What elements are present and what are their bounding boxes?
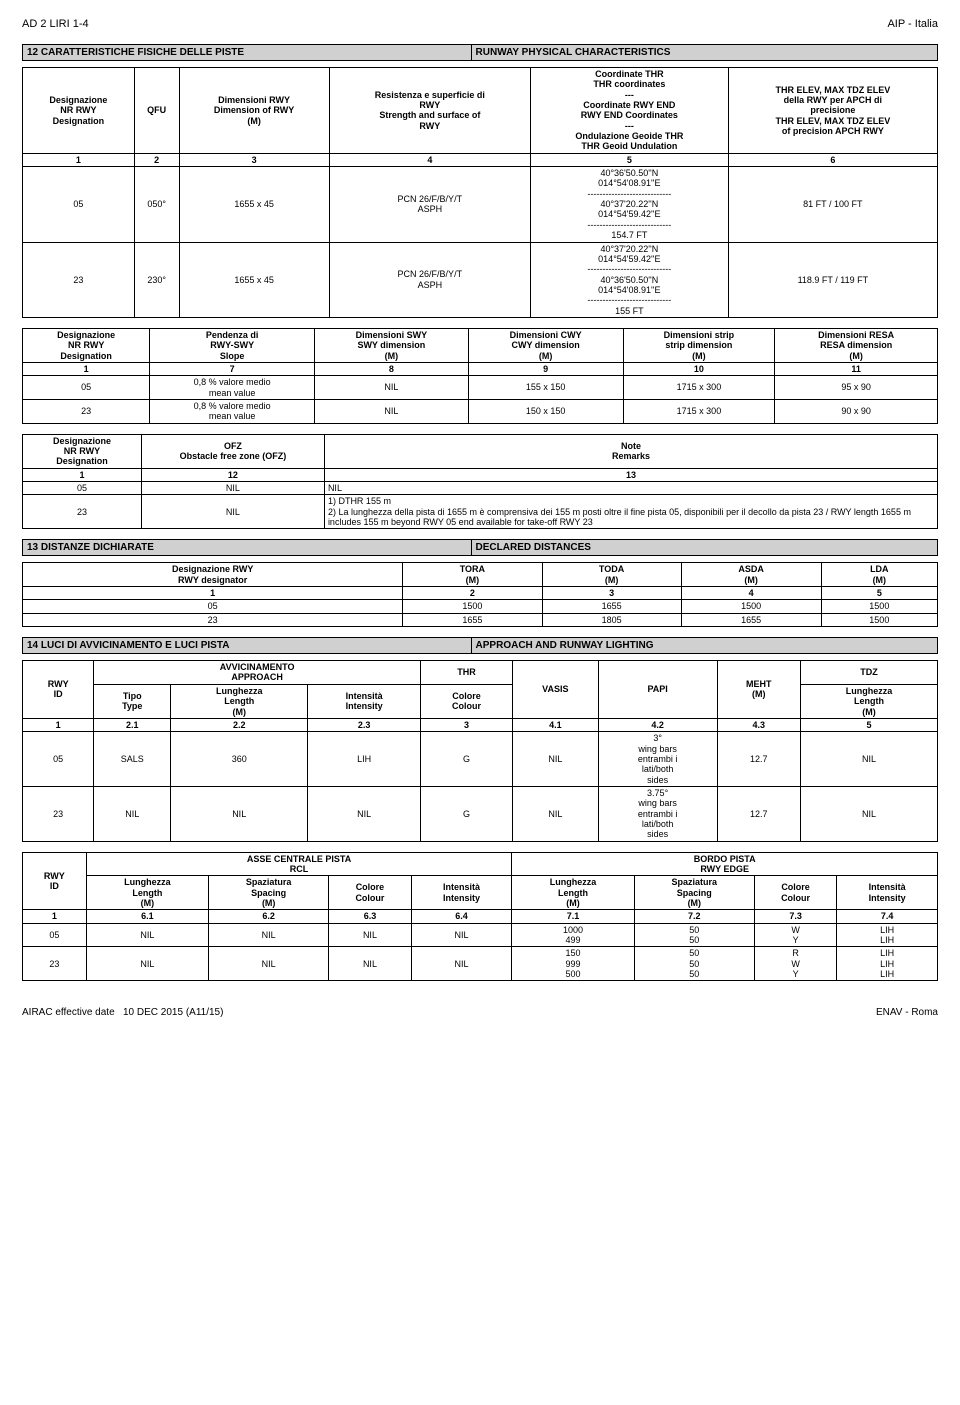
page-header: AD 2 LIRI 1-4 AIP - Italia <box>22 18 938 30</box>
page-footer: AIRAC effective date 10 DEC 2015 (A11/15… <box>22 1007 938 1018</box>
table-12c: DesignazioneNR RWYDesignationOFZObstacle… <box>22 434 938 530</box>
section-14-header: 14 LUCI DI AVVICINAMENTO E LUCI PISTA AP… <box>22 637 938 654</box>
section-13-header: 13 DISTANZE DICHIARATE DECLARED DISTANCE… <box>22 539 938 556</box>
header-right: AIP - Italia <box>887 18 938 30</box>
table-14b: RWYIDASSE CENTRALE PISTARCLBORDO PISTARW… <box>22 852 938 982</box>
table-13: Designazione RWYRWY designatorTORA(M)TOD… <box>22 562 938 627</box>
header-left: AD 2 LIRI 1-4 <box>22 18 89 30</box>
section-12-header: 12 CARATTERISTICHE FISICHE DELLE PISTE R… <box>22 44 938 61</box>
table-14a: RWYIDAVVICINAMENTOAPPROACHTHRVASISPAPIME… <box>22 660 938 842</box>
table-12b: DesignazioneNR RWYDesignationPendenza di… <box>22 328 938 424</box>
table-12a: DesignazioneNR RWYDesignationQFUDimensio… <box>22 67 938 318</box>
